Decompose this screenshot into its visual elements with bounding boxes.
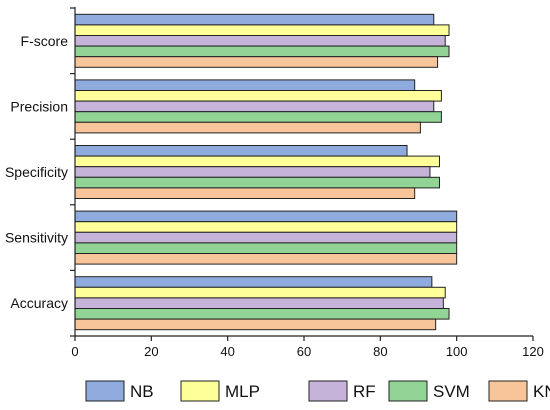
x-tick-label-60: 60 [297, 344, 311, 359]
category-label-f-score: F-score [21, 33, 69, 49]
legend-label-nb: NB [130, 382, 154, 401]
legend-swatch-svm [388, 380, 428, 402]
x-tick-label-80: 80 [373, 344, 387, 359]
bar-mlp-sensitivity [74, 221, 458, 233]
bar-svm-f-score [74, 45, 450, 58]
bar-nb-f-score [74, 13, 435, 26]
x-tick-label-100: 100 [446, 344, 468, 359]
bar-nb-accuracy [74, 276, 433, 288]
category-label-sensitivity: Sensitivity [5, 230, 68, 246]
legend-swatch-rf [308, 380, 348, 402]
bar-nb-specificity [74, 145, 408, 157]
legend-label-mlp: MLP [225, 382, 260, 401]
bar-svm-precision [74, 111, 442, 123]
bar-mlp-accuracy [74, 286, 446, 299]
category-label-accuracy: Accuracy [10, 295, 68, 311]
bar-rf-precision [74, 100, 435, 113]
bar-nb-sensitivity [74, 210, 458, 223]
legend-swatch-knn [488, 380, 528, 402]
x-tick-label-120: 120 [522, 344, 544, 359]
bar-mlp-precision [74, 90, 442, 102]
bar-mlp-f-score [74, 24, 450, 36]
bars-layer [74, 13, 458, 331]
bar-mlp-specificity [74, 155, 440, 168]
category-label-precision: Precision [10, 98, 68, 114]
legend-label-knn: KNN [533, 382, 550, 401]
axes-layer: F-score Precision Specificity Sensitivity Ac… [5, 7, 544, 359]
legend-label-svm: SVM [433, 382, 470, 401]
bar-rf-specificity [74, 166, 431, 178]
x-tick-label-40: 40 [220, 344, 234, 359]
legend-swatch-nb [85, 380, 125, 402]
bar-knn-f-score [74, 56, 439, 68]
bar-svm-accuracy [74, 308, 450, 320]
bar-knn-precision [74, 121, 421, 134]
bar-knn-specificity [74, 187, 416, 199]
bar-nb-precision [74, 79, 416, 92]
category-label-specificity: Specificity [5, 164, 68, 180]
x-tick-label-0: 0 [71, 344, 78, 359]
bar-knn-sensitivity [74, 253, 458, 265]
legend-swatch-mlp [180, 380, 220, 402]
bar-knn-accuracy [74, 318, 437, 331]
legend: NB MLP RF SVM KNN [85, 380, 550, 402]
bar-rf-sensitivity [74, 231, 458, 244]
legend-label-rf: RF [353, 382, 376, 401]
x-tick-label-20: 20 [144, 344, 158, 359]
bar-svm-specificity [74, 176, 440, 189]
bar-rf-accuracy [74, 297, 444, 309]
bar-svm-sensitivity [74, 242, 458, 254]
bar-rf-f-score [74, 35, 446, 47]
